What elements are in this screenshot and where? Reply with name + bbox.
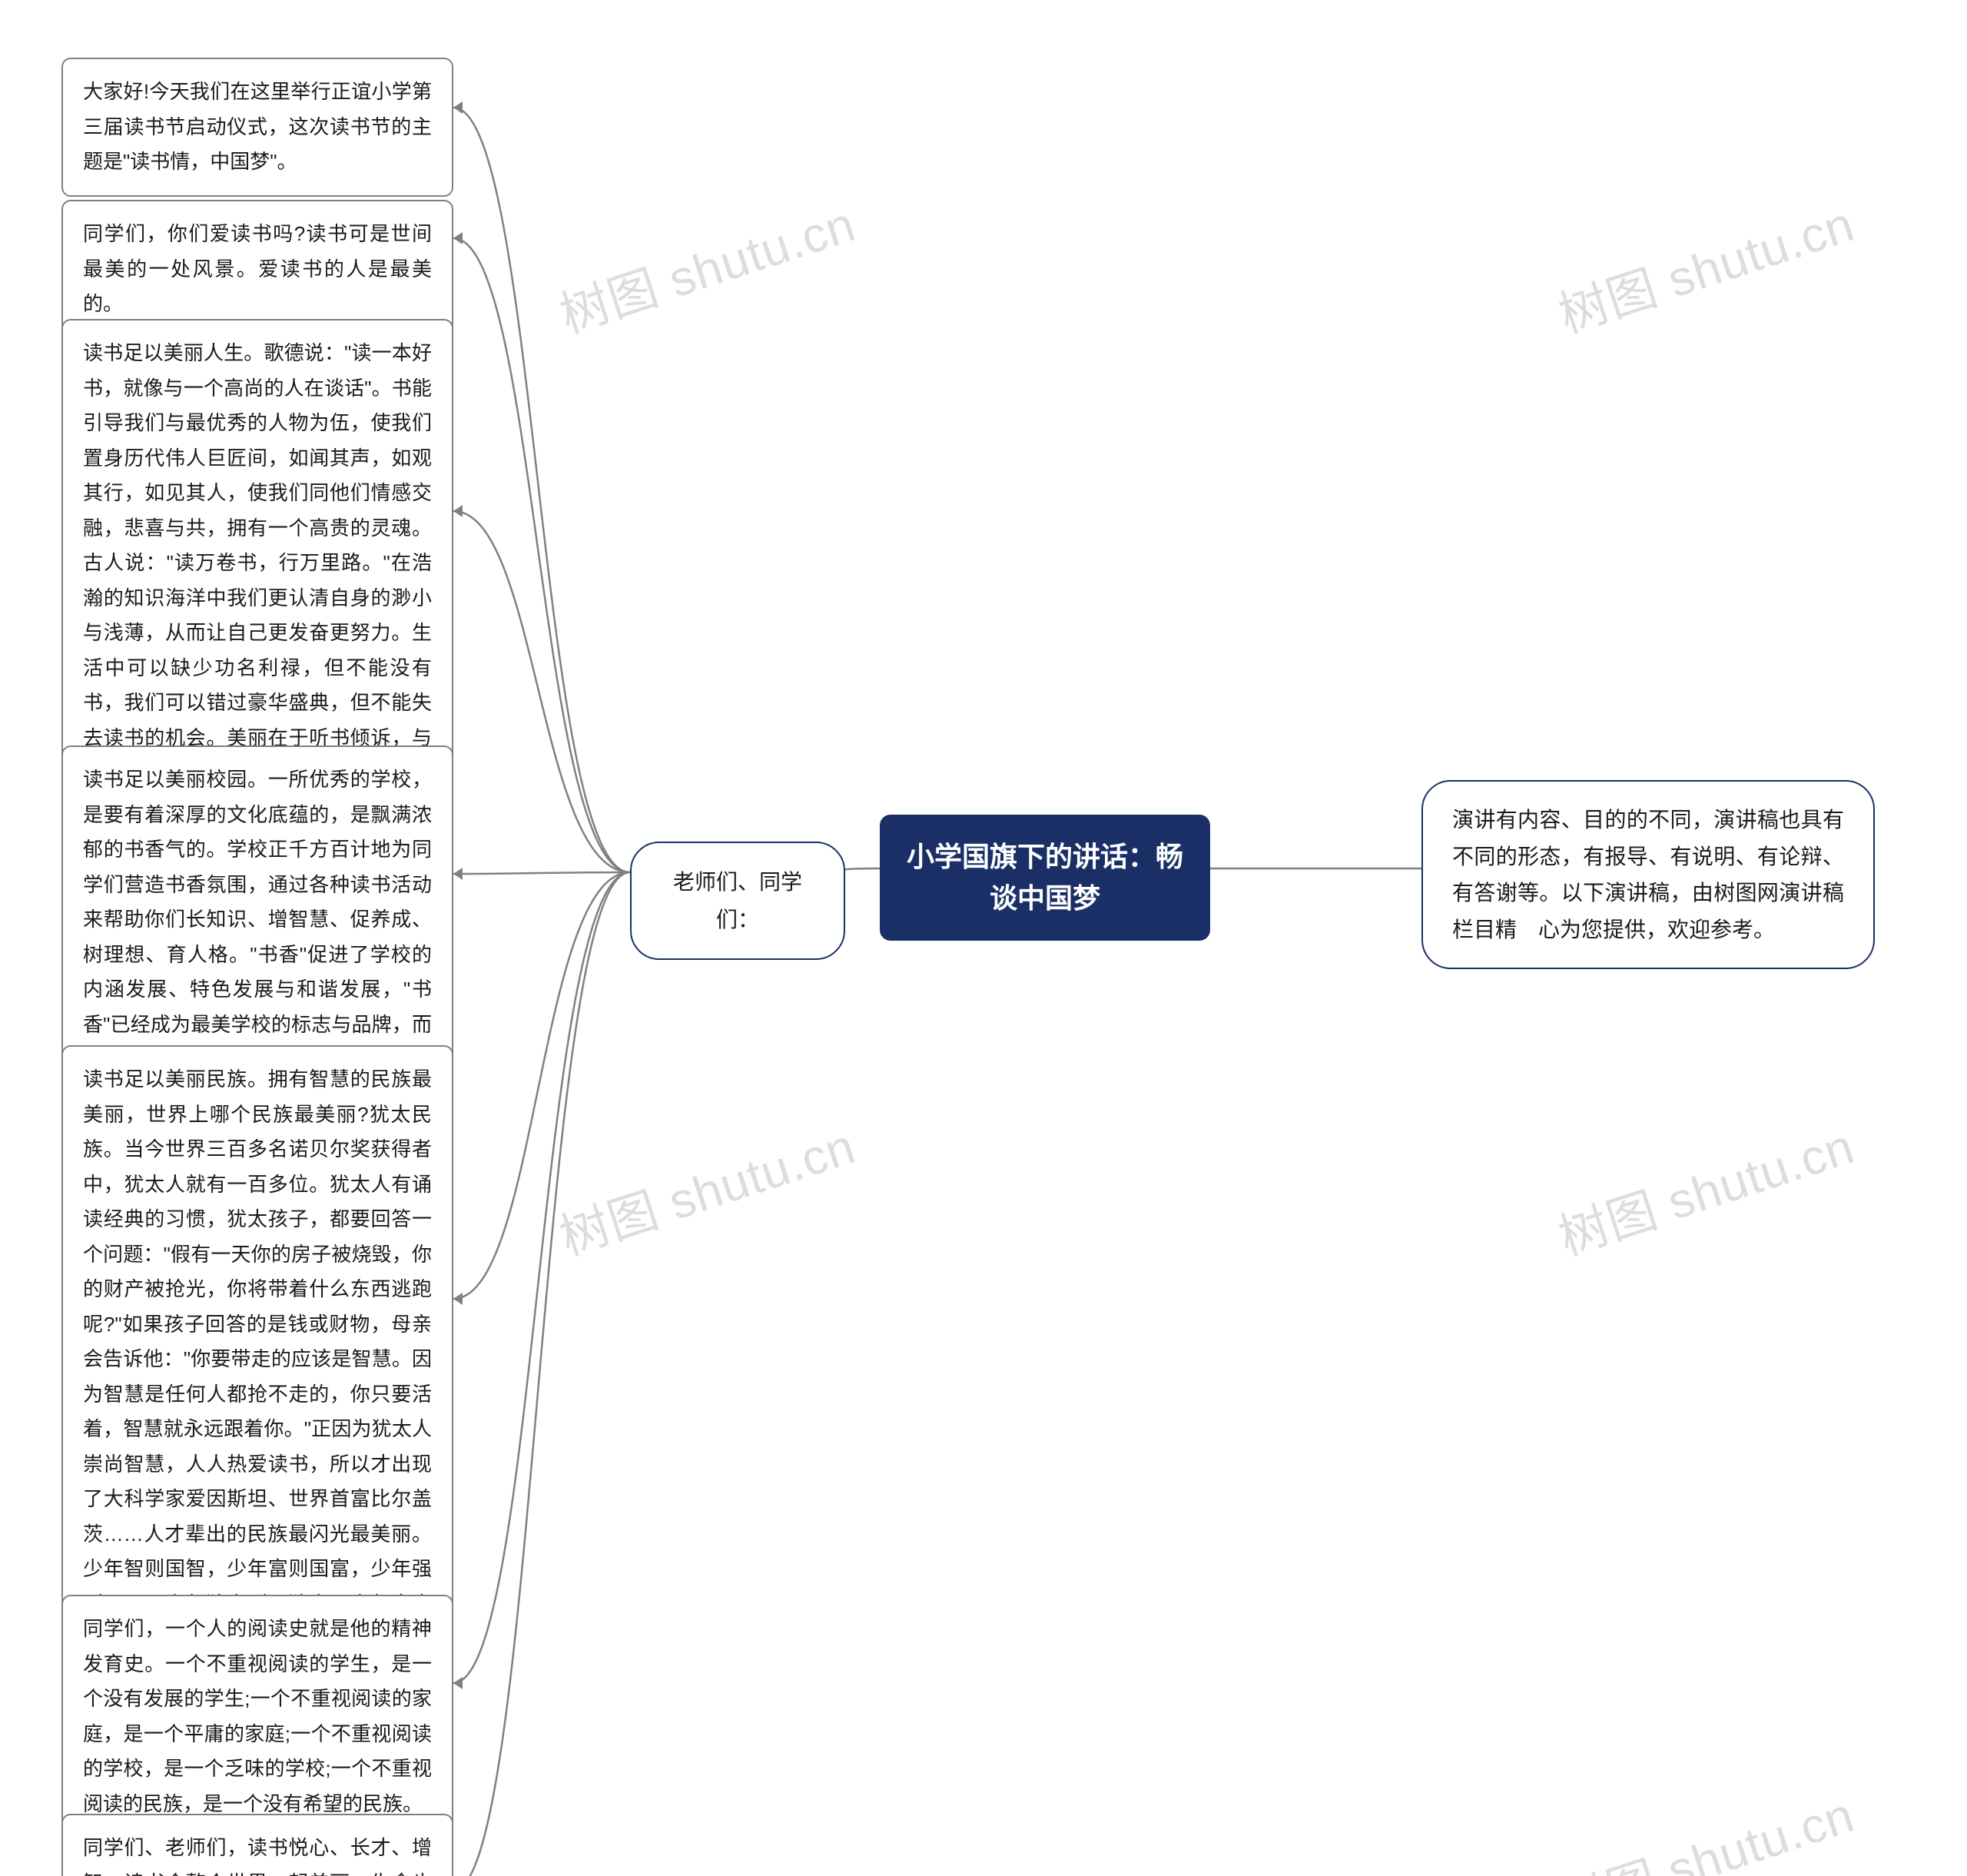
watermark: 树图 shutu.cn [550, 185, 864, 347]
branch-right[interactable]: 演讲有内容、目的的不同，演讲稿也具有不同的形态，有报导、有说明、有论辩、有答谢等… [1421, 780, 1875, 969]
branch-left[interactable]: 老师们、同学们： [630, 842, 845, 960]
leaf-node[interactable]: 同学们，一个人的阅读史就是他的精神发育史。一个不重视阅读的学生，是一个没有发展的… [61, 1595, 453, 1838]
leaf-node[interactable]: 大家好!今天我们在这里举行正谊小学第三届读书节启动仪式，这次读书节的主题是"读书… [61, 58, 453, 197]
leaf-text: 同学们，一个人的阅读史就是他的精神发育史。一个不重视阅读的学生，是一个没有发展的… [83, 1617, 432, 1815]
watermark: 树图 shutu.cn [1549, 1107, 1863, 1270]
leaf-text: 同学们、老师们，读书悦心、长才、增智。读书令整个世界一起美丽，生命也因读书而美丽… [83, 1836, 432, 1876]
branch-left-label: 老师们、同学们： [673, 870, 802, 931]
mindmap-canvas: 树图 shutu.cn 树图 shutu.cn 树图 shutu.cn 树图 s… [0, 0, 1967, 1876]
watermark: 树图 shutu.cn [1549, 1776, 1863, 1876]
leaf-node[interactable]: 同学们，你们爱读书吗?读书可是世间最美的一处风景。爱读书的人是最美的。 [61, 200, 453, 339]
leaf-text: 同学们，你们爱读书吗?读书可是世间最美的一处风景。爱读书的人是最美的。 [83, 222, 432, 315]
watermark: 树图 shutu.cn [1549, 185, 1863, 347]
leaf-text: 大家好!今天我们在这里举行正谊小学第三届读书节启动仪式，这次读书节的主题是"读书… [83, 80, 432, 173]
root-node[interactable]: 小学国旗下的讲话：畅谈中国梦 [880, 815, 1210, 941]
root-title: 小学国旗下的讲话：畅谈中国梦 [907, 841, 1183, 914]
leaf-node[interactable]: 同学们、老师们，读书悦心、长才、增智。读书令整个世界一起美丽，生命也因读书而美丽… [61, 1814, 453, 1876]
branch-right-text: 演讲有内容、目的的不同，演讲稿也具有不同的形态，有报导、有说明、有论辩、有答谢等… [1452, 808, 1844, 941]
watermark: 树图 shutu.cn [550, 1107, 864, 1270]
